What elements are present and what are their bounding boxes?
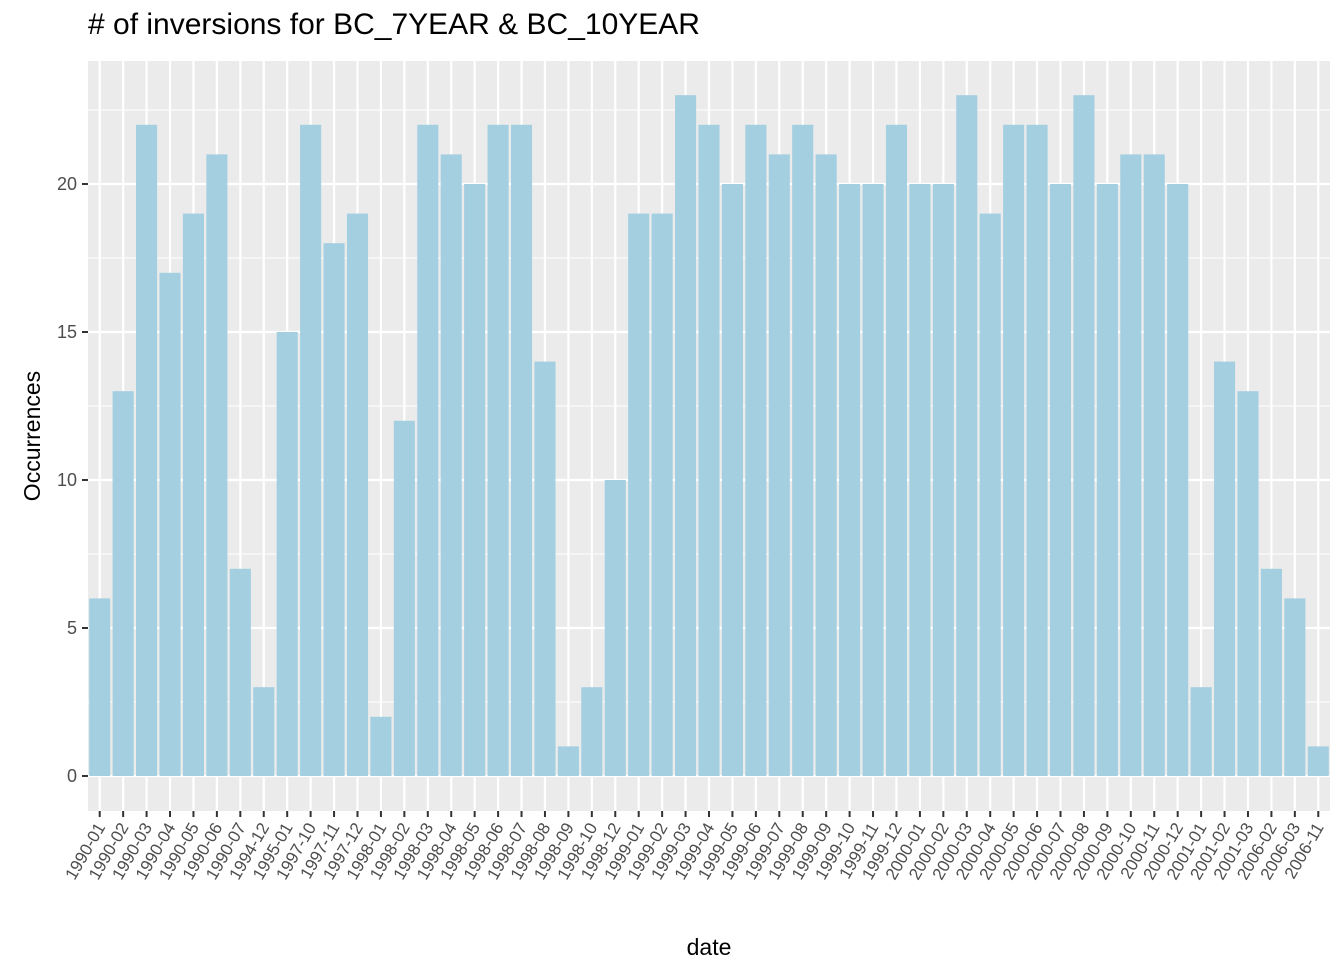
bar [956, 95, 978, 776]
bar [1237, 391, 1259, 776]
y-tick-label: 5 [67, 618, 77, 638]
bar [932, 184, 954, 776]
bar [300, 124, 322, 777]
bar [1049, 184, 1072, 776]
bar [1096, 184, 1118, 776]
bar [464, 184, 486, 776]
bar [1167, 184, 1189, 776]
bars [89, 95, 1329, 777]
bar [159, 272, 181, 776]
bar [628, 213, 650, 777]
bar [393, 420, 415, 776]
bar [136, 124, 158, 777]
y-tick-label: 15 [57, 322, 77, 342]
x-axis: 1990-011990-021990-031990-041990-051990-… [62, 811, 1328, 883]
bar [1120, 154, 1142, 776]
bar [323, 243, 345, 776]
bar [206, 154, 228, 776]
y-tick-label: 0 [67, 766, 77, 786]
bar [1003, 124, 1025, 777]
bar [768, 154, 790, 776]
bar [1214, 361, 1236, 776]
bar [1143, 154, 1165, 776]
bar [1307, 746, 1329, 776]
y-tick-label: 10 [57, 470, 77, 490]
bar [862, 184, 884, 776]
y-axis: 0 5 10 15 20 [57, 174, 88, 786]
bar [89, 598, 111, 776]
y-tick-label: 20 [57, 174, 77, 194]
bar [651, 213, 673, 777]
y-axis-title: Occurrences [19, 371, 45, 501]
bar [417, 124, 439, 777]
bar [370, 716, 392, 776]
bar [909, 184, 931, 776]
bar [721, 184, 743, 776]
bar [487, 124, 509, 777]
bar [182, 213, 204, 777]
bar [1073, 95, 1095, 776]
bar [557, 746, 579, 776]
bar [510, 124, 533, 777]
bar [112, 391, 134, 776]
chart-title: # of inversions for BC_7YEAR & BC_10YEAR [88, 8, 700, 41]
bar [885, 124, 908, 777]
bar [1026, 124, 1048, 777]
bar [534, 361, 556, 776]
bar [1190, 687, 1212, 776]
bar [745, 124, 767, 777]
bar [698, 124, 720, 777]
bar [1284, 598, 1306, 776]
x-axis-title: date [687, 934, 732, 960]
bar [346, 213, 369, 777]
bar [276, 332, 298, 776]
bar [1260, 568, 1282, 776]
bar [792, 124, 814, 777]
bar [815, 154, 837, 776]
bar [581, 687, 603, 776]
bar [675, 95, 697, 776]
bar [604, 480, 626, 776]
bar [229, 568, 251, 776]
bar [253, 687, 275, 776]
bar [839, 184, 861, 776]
bar [979, 213, 1001, 777]
bar [440, 154, 462, 776]
